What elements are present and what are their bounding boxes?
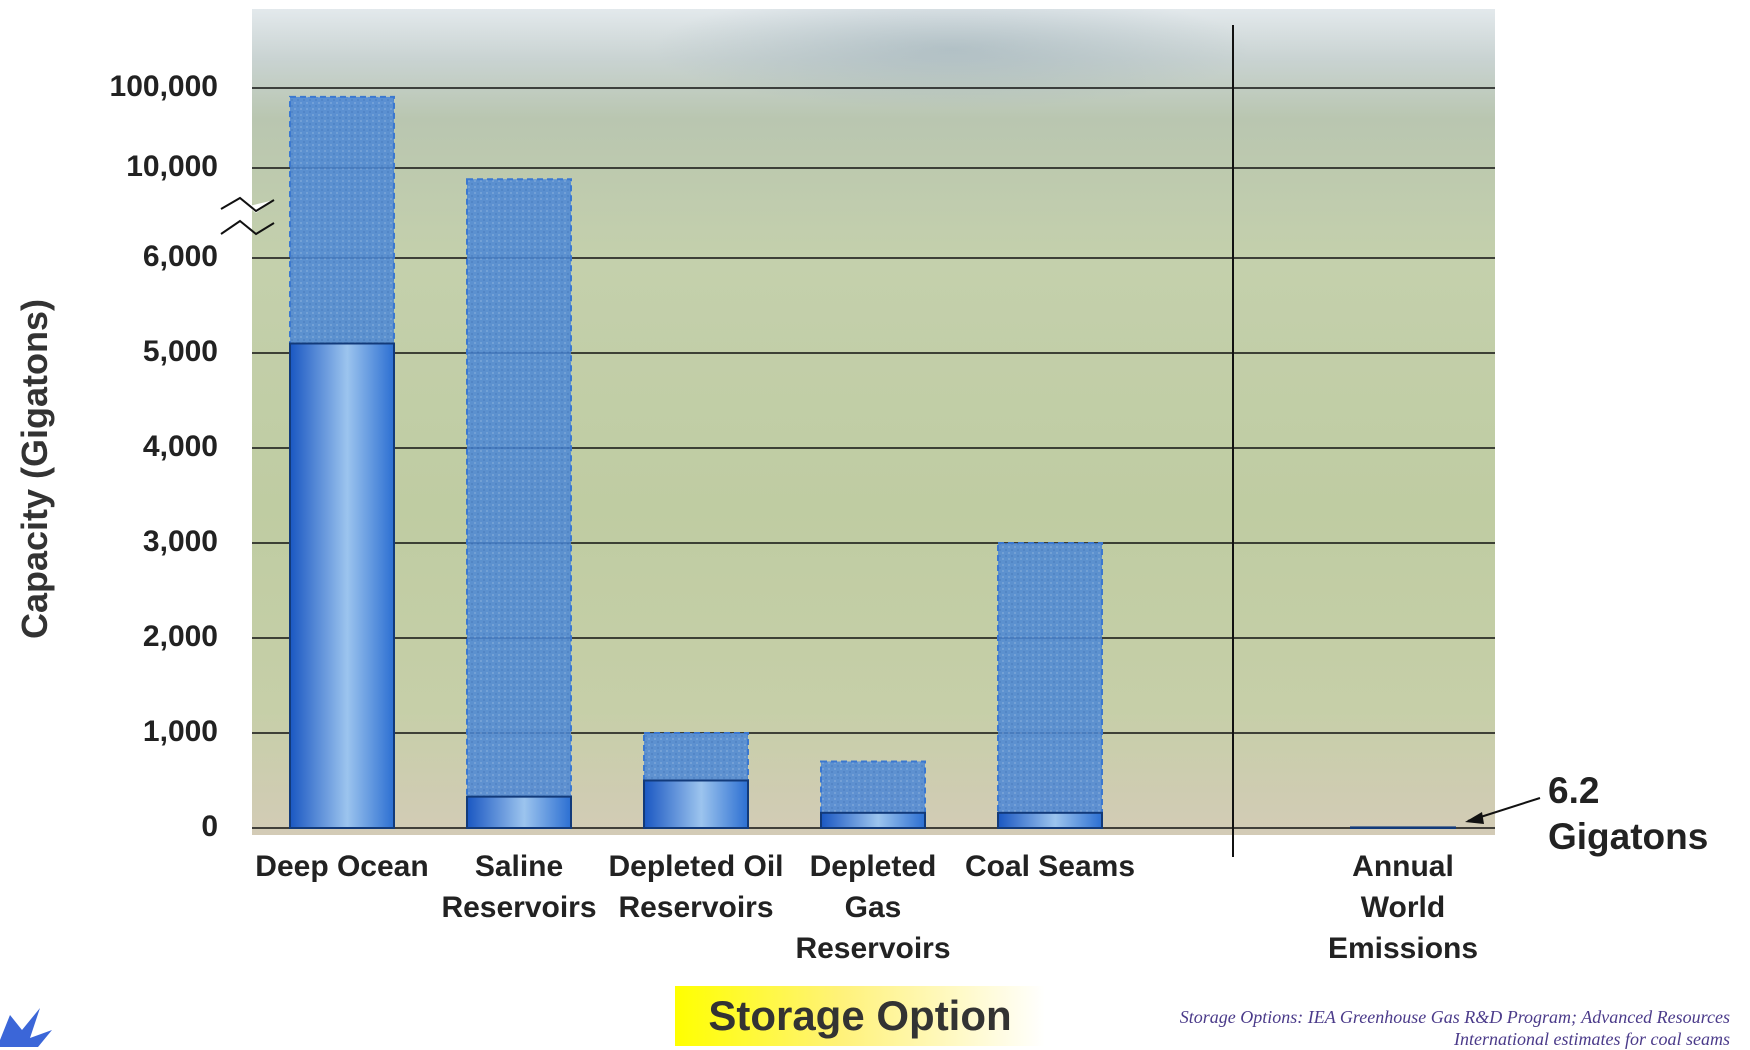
y-tick-label: 1,000 xyxy=(142,715,218,748)
bar xyxy=(820,811,926,829)
background-photo xyxy=(252,9,1495,835)
y-tick-label: 2,000 xyxy=(142,620,218,653)
x-tick-label: Annual World Emissions xyxy=(1327,850,1479,965)
x-tick-label: Deep Ocean xyxy=(255,850,429,883)
annotation-arrowhead xyxy=(1465,812,1484,824)
bar xyxy=(1350,826,1456,830)
x-axis-title: Storage Option xyxy=(675,986,1045,1046)
x-tick-label: Depleted Gas Reservoirs xyxy=(795,850,951,965)
logo xyxy=(0,1008,52,1047)
bar xyxy=(466,795,572,830)
x-tick-label: Depleted Oil Reservoirs xyxy=(608,850,784,924)
x-tick-label: Coal Seams xyxy=(964,850,1136,883)
source-note: Storage Options: IEA Greenhouse Gas R&D … xyxy=(1179,1007,1730,1049)
bar xyxy=(289,342,395,829)
y-tick-label: 5,000 xyxy=(142,335,218,368)
y-tick-label: 100,000 xyxy=(109,70,218,103)
bars xyxy=(289,95,1456,830)
y-tick-label: 10,000 xyxy=(126,150,218,183)
bar-range xyxy=(466,178,572,829)
bar xyxy=(997,811,1103,829)
bar-range xyxy=(997,542,1103,829)
y-tick-label: 6,000 xyxy=(142,240,218,273)
axis-break xyxy=(220,196,275,236)
grid xyxy=(252,87,1495,829)
y-tick-label: 3,000 xyxy=(142,525,218,558)
x-tick-label: Saline Reservoirs xyxy=(441,850,597,924)
y-tick-label: 4,000 xyxy=(142,430,218,463)
y-axis-title: Capacity (Gigatons) xyxy=(14,298,55,640)
bar xyxy=(643,779,749,829)
y-tick-label: 0 xyxy=(201,810,218,843)
value-label: 6.2 Gigatons xyxy=(1548,770,1709,857)
